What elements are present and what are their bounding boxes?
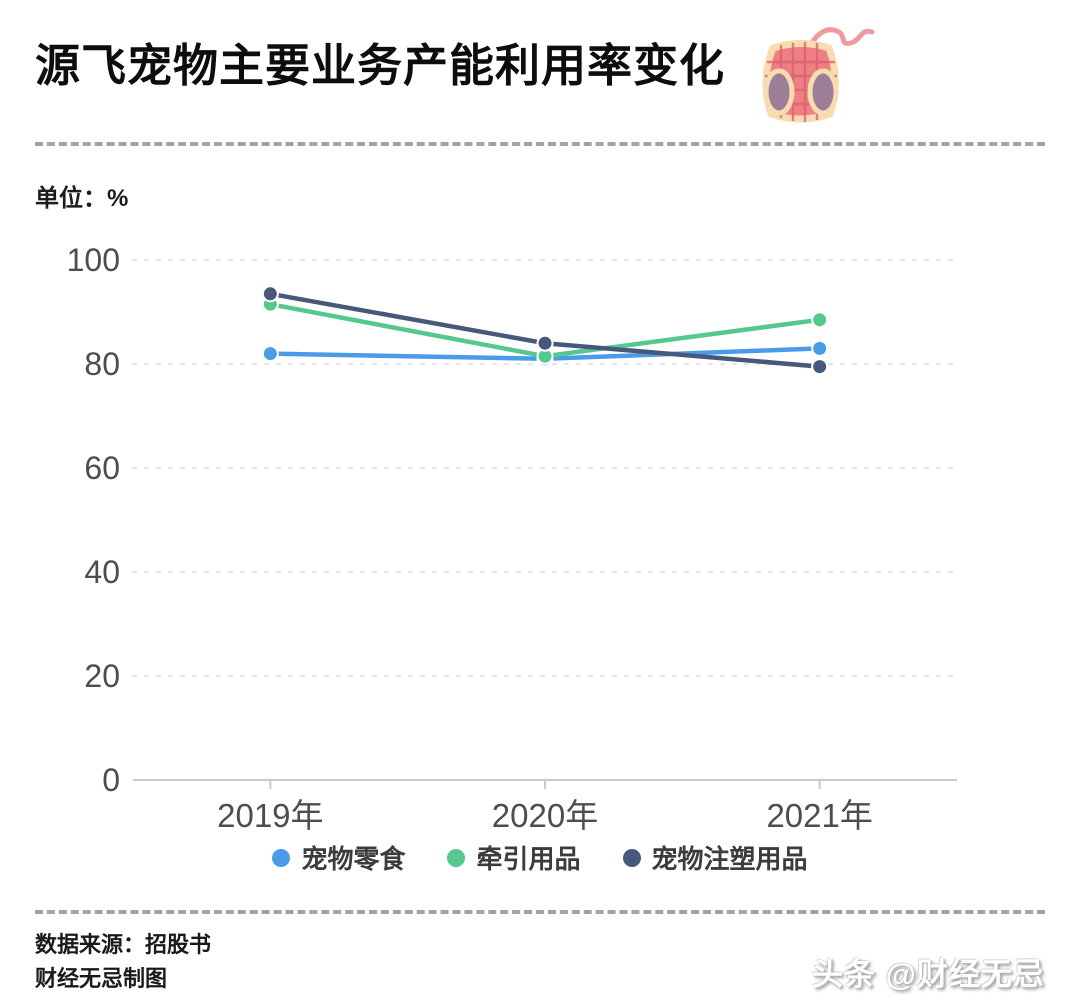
y-axis-tick-label: 60 bbox=[84, 450, 120, 486]
data-point bbox=[261, 285, 279, 303]
footer: 数据来源：招股书 财经无忌制图 头条 @财经无忌 bbox=[35, 928, 1045, 996]
x-axis-tick-label: 2021年 bbox=[766, 797, 872, 834]
data-point bbox=[261, 345, 279, 363]
page-title: 源飞宠物主要业务产能利用率变化 bbox=[35, 40, 726, 91]
data-point bbox=[536, 334, 554, 352]
pet-harness-icon bbox=[729, 18, 879, 135]
data-point bbox=[811, 358, 829, 376]
y-axis-tick-label: 0 bbox=[102, 762, 120, 798]
data-point bbox=[811, 339, 829, 357]
x-axis-tick-label: 2019年 bbox=[217, 797, 323, 834]
legend-item: 宠物零食 bbox=[272, 839, 405, 876]
y-axis-tick-label: 80 bbox=[84, 346, 120, 382]
watermark-text: 头条 @财经无忌 bbox=[812, 957, 1045, 993]
legend-label: 宠物注塑用品 bbox=[651, 844, 808, 874]
source-block: 数据来源：招股书 财经无忌制图 bbox=[35, 928, 211, 996]
bottom-dashed-divider bbox=[35, 910, 1045, 914]
data-point bbox=[811, 311, 829, 329]
header: 源飞宠物主要业务产能利用率变化 bbox=[35, 0, 1045, 130]
y-axis-tick-label: 40 bbox=[84, 554, 120, 590]
y-axis-tick-label: 20 bbox=[84, 658, 120, 694]
legend-dot-icon bbox=[447, 848, 466, 867]
data-source-text: 数据来源：招股书 bbox=[35, 932, 212, 957]
unit-label: 单位：% bbox=[35, 185, 129, 212]
legend-label: 牵引用品 bbox=[476, 844, 581, 874]
chart-legend: 宠物零食 牵引用品 宠物注塑用品 bbox=[35, 839, 1045, 876]
x-axis-tick-label: 2020年 bbox=[492, 797, 598, 834]
credit-text: 财经无忌制图 bbox=[35, 966, 168, 992]
legend-item: 宠物注塑用品 bbox=[622, 839, 808, 876]
legend-item: 牵引用品 bbox=[447, 839, 581, 876]
legend-dot-icon bbox=[622, 848, 641, 867]
top-dashed-divider bbox=[35, 142, 1045, 146]
y-axis-tick-label: 100 bbox=[67, 242, 120, 278]
legend-dot-icon bbox=[272, 848, 291, 867]
legend-label: 宠物零食 bbox=[301, 844, 406, 874]
capacity-utilization-line-chart: 0 20 40 60 80 100 2019年 2020年 2021年 bbox=[67, 242, 957, 834]
